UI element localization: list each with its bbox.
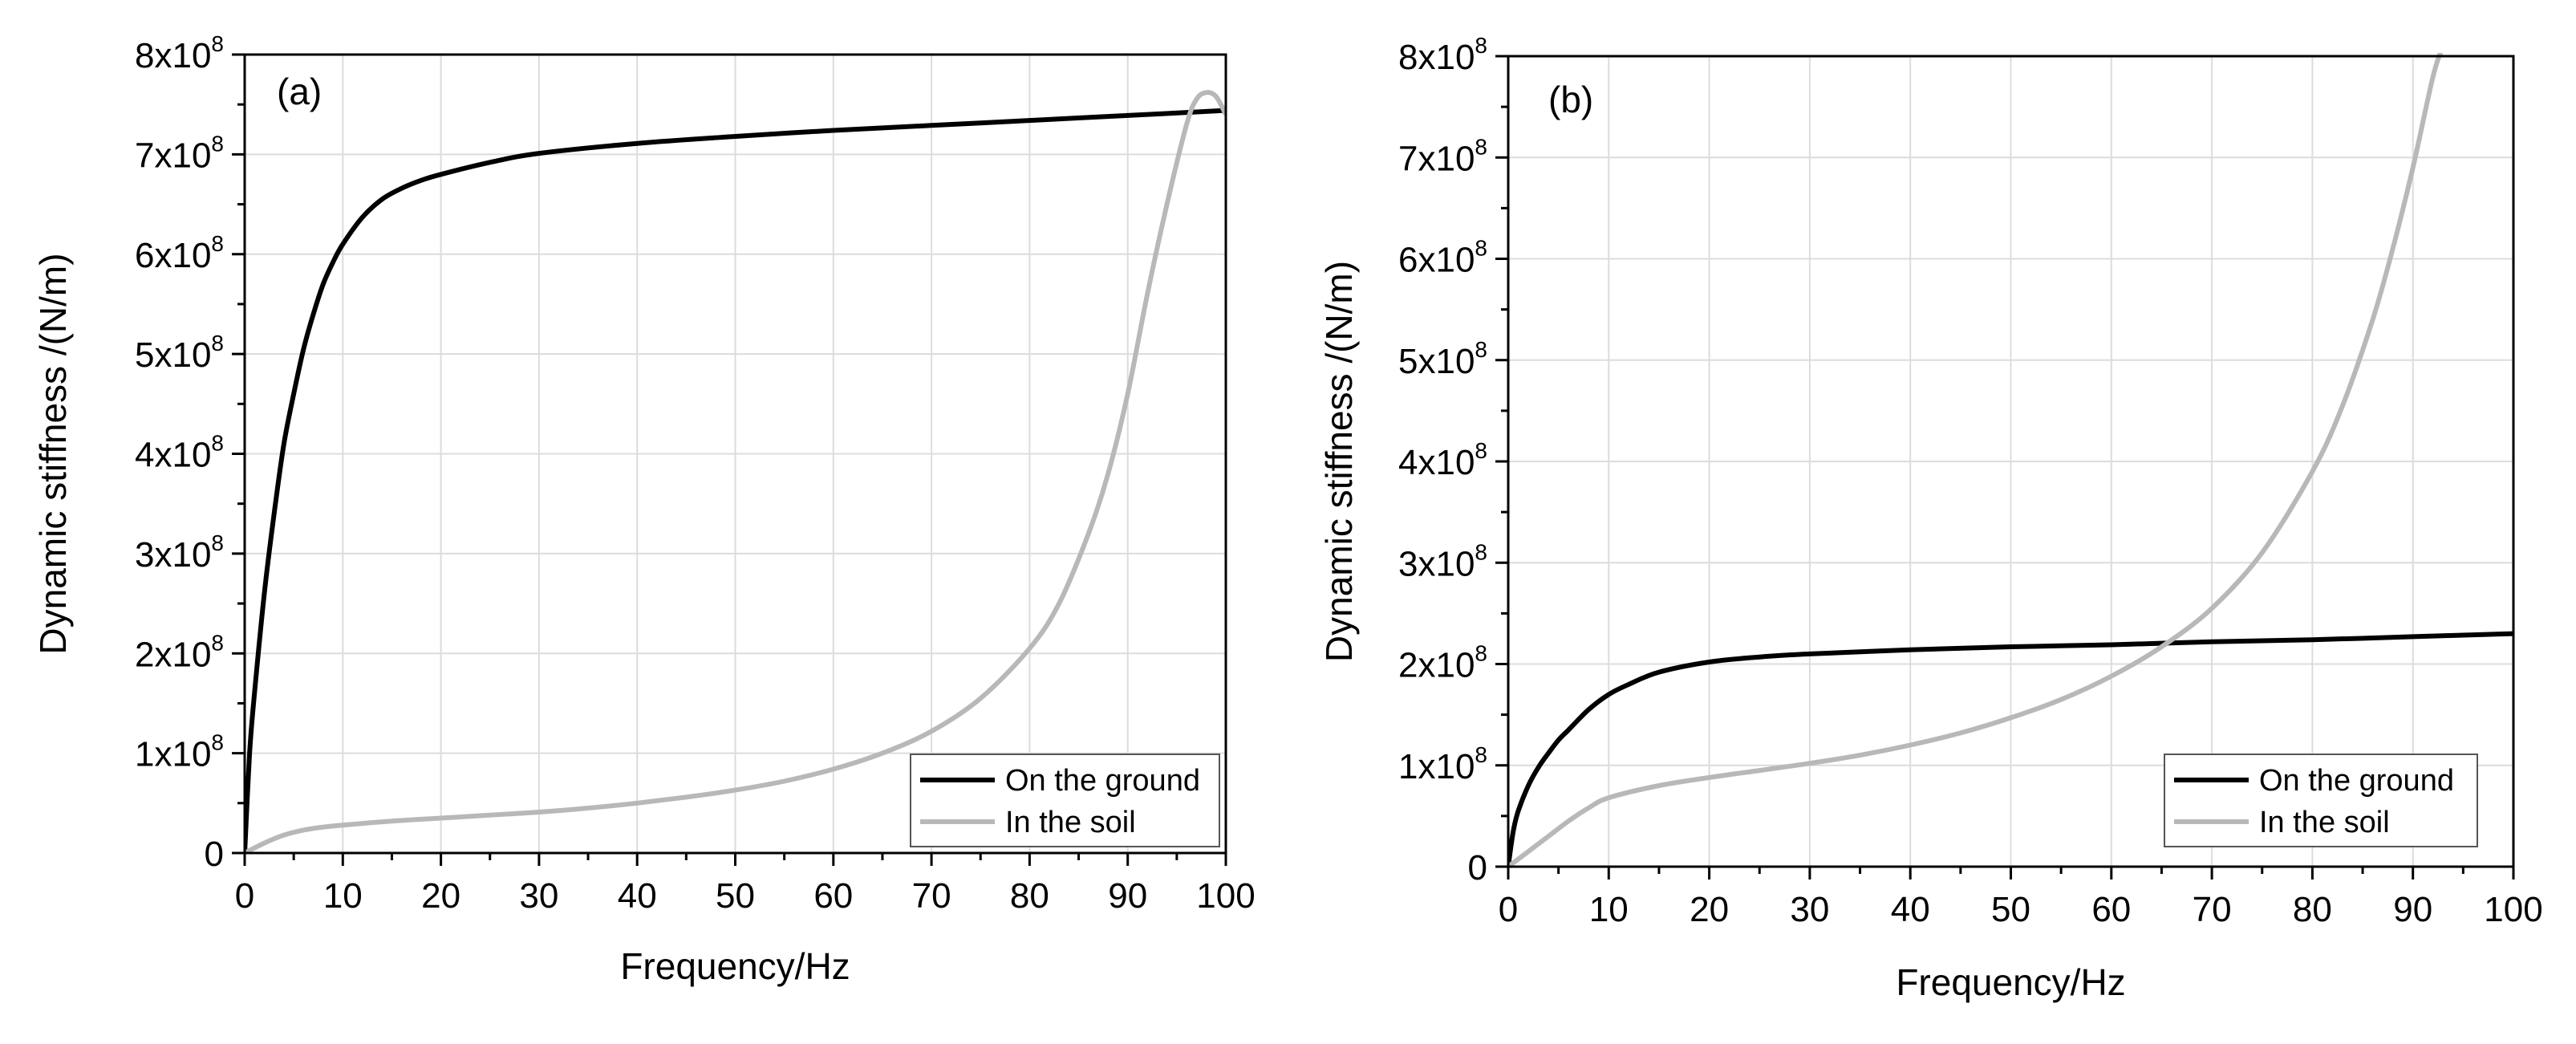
legend: On the ground In the soil [910, 754, 1220, 847]
gridlines [1508, 56, 2513, 867]
legend-label: In the soil [1005, 806, 1136, 839]
y-tick-label: 0 [205, 835, 224, 874]
y-tick-label: 3x108 [135, 530, 224, 575]
legend: On the ground In the soil [2164, 754, 2478, 847]
y-tick-label: 1x108 [1398, 742, 1487, 786]
x-tick-label: 50 [716, 876, 755, 916]
x-tick-label: 30 [1790, 890, 1829, 929]
x-tick-label: 90 [2393, 890, 2432, 929]
x-tick-label: 80 [2293, 890, 2332, 929]
x-tick-label: 70 [912, 876, 951, 916]
gridlines [245, 55, 1226, 853]
x-tick-label: 30 [519, 876, 558, 916]
chart-panel-b: 0 10 20 30 40 50 60 70 80 90 100 0 1x108 2x108 3x108 4x… [1318, 33, 2543, 1003]
y-tick-label: 7x108 [135, 131, 224, 175]
chart-panel-a: 0 10 20 30 40 50 60 70 80 90 100 0 1x108 2x108 3x108 4x… [32, 31, 1256, 987]
series-line-in-the-soil [1508, 53, 2444, 867]
x-tick-label: 70 [2193, 890, 2232, 929]
y-tick-label: 1x108 [135, 730, 224, 774]
x-tick-label: 20 [1690, 890, 1729, 929]
series-line-on-the-ground [1508, 631, 2513, 867]
y-tick-label: 8x108 [135, 31, 224, 75]
y-tick-label: 2x108 [135, 630, 224, 674]
x-tick-label: 100 [1196, 876, 1255, 916]
y-tick-label: 4x108 [1398, 438, 1487, 482]
x-tick-label: 0 [235, 876, 254, 916]
x-axis-title: Frequency/Hz [1896, 961, 2125, 1003]
y-tick-label: 3x108 [1398, 539, 1487, 583]
x-tick-label: 20 [421, 876, 460, 916]
y-tick-label: 5x108 [135, 331, 224, 375]
y-tick-label: 0 [1468, 848, 1487, 888]
x-tick-label: 0 [1499, 890, 1518, 929]
legend-box [2164, 754, 2478, 847]
x-tick-label: 10 [1589, 890, 1629, 929]
legend-box [910, 754, 1220, 847]
x-tick-label: 100 [2484, 890, 2542, 929]
y-tick-label: 7x108 [1398, 134, 1487, 178]
x-tick-label: 60 [2091, 890, 2131, 929]
y-tick-label: 6x108 [1398, 236, 1487, 280]
legend-label: On the ground [1005, 764, 1200, 798]
x-tick-label: 50 [1991, 890, 2030, 929]
y-axis-title: Dynamic stiffness /(N/m) [32, 253, 74, 654]
x-tick-label: 10 [323, 876, 363, 916]
y-tick-label: 5x108 [1398, 337, 1487, 381]
x-tick-label: 90 [1108, 876, 1147, 916]
panel-label: (b) [1548, 79, 1593, 120]
y-tick-label: 8x108 [1398, 33, 1487, 77]
legend-label: In the soil [2259, 806, 2390, 839]
x-tick-label: 60 [813, 876, 853, 916]
y-tick-label: 4x108 [135, 431, 224, 475]
x-tick-label: 40 [1891, 890, 1930, 929]
y-axis-title: Dynamic stiffness /(N/m) [1318, 261, 1360, 662]
x-tick-label: 40 [618, 876, 657, 916]
legend-label: On the ground [2259, 764, 2454, 798]
y-tick-label: 6x108 [135, 231, 224, 275]
series-line-in-the-soil [245, 90, 1226, 853]
series-line-on-the-ground [245, 108, 1226, 853]
panel-label: (a) [277, 71, 322, 112]
x-axis-title: Frequency/Hz [620, 945, 850, 987]
x-tick-label: 80 [1010, 876, 1049, 916]
y-tick-label: 2x108 [1398, 641, 1487, 685]
